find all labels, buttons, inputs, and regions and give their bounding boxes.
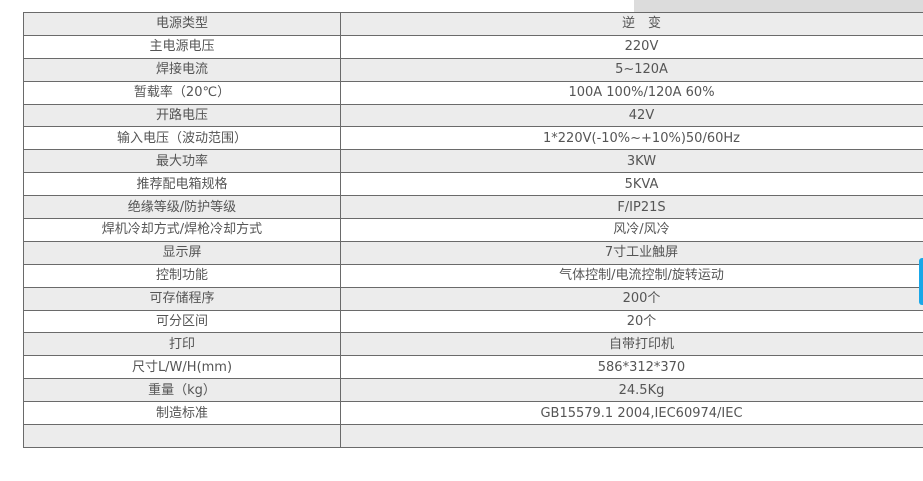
spec-label: 重量（kg）	[23, 378, 341, 403]
table-row: 可分区间 20个	[23, 309, 923, 334]
spec-label: 输入电压（波动范围）	[23, 126, 341, 151]
spec-value: 3KW	[340, 149, 923, 174]
spec-label: 焊机冷却方式/焊枪冷却方式	[23, 218, 341, 242]
spec-label: 显示屏	[23, 240, 341, 265]
table-row: 绝缘等级/防护等级 F/IP21S	[23, 195, 923, 220]
spec-value: GB15579.1 2004,IEC60974/IEC	[340, 401, 923, 426]
spec-value: 5KVA	[340, 172, 923, 197]
spec-label: 尺寸L/W/H(mm)	[23, 355, 341, 380]
table-row: 焊机冷却方式/焊枪冷却方式 风冷/风冷	[23, 218, 923, 242]
table-row: 开路电压 42V	[23, 103, 923, 128]
table-row: 焊接电流 5~120A	[23, 57, 923, 82]
spec-value	[340, 424, 923, 448]
table-row: 控制功能 气体控制/电流控制/旋转运动	[23, 263, 923, 288]
spec-value: 1*220V(-10%~+10%)50/60Hz	[340, 126, 923, 151]
side-tab-button[interactable]	[919, 258, 923, 305]
spec-label: 电源类型	[23, 12, 341, 36]
spec-label: 可分区间	[23, 309, 341, 334]
spec-value: 风冷/风冷	[340, 218, 923, 242]
spec-value: 100A 100%/120A 60%	[340, 80, 923, 105]
spec-label: 主电源电压	[23, 34, 341, 59]
table-row: 最大功率 3KW	[23, 149, 923, 174]
spec-value: 7寸工业触屏	[340, 240, 923, 265]
spec-value: 42V	[340, 103, 923, 128]
table-row: 制造标准 GB15579.1 2004,IEC60974/IEC	[23, 401, 923, 426]
table-row: 显示屏 7寸工业触屏	[23, 240, 923, 265]
spec-table: 电源类型逆 变主电源电压 220V 焊接电流 5~120A 暂载率（20℃） 100A 1…	[23, 12, 923, 448]
table-row: 尺寸L/W/H(mm) 586*312*370	[23, 355, 923, 380]
spec-label	[23, 424, 341, 448]
table-row: 电源类型逆 变	[23, 12, 923, 36]
spec-value: F/IP21S	[340, 195, 923, 220]
table-row: 推荐配电箱规格 5KVA	[23, 172, 923, 197]
spec-value: 220V	[340, 34, 923, 59]
table-row: 主电源电压 220V	[23, 34, 923, 59]
table-row: 可存储程序 200个	[23, 286, 923, 311]
spec-label: 打印	[23, 332, 341, 357]
spec-label: 可存储程序	[23, 286, 341, 311]
spec-label: 开路电压	[23, 103, 341, 128]
spec-label: 推荐配电箱规格	[23, 172, 341, 197]
spec-label: 制造标准	[23, 401, 341, 426]
spec-value: 586*312*370	[340, 355, 923, 380]
spec-value: 5~120A	[340, 57, 923, 82]
spec-value: 20个	[340, 309, 923, 334]
spec-value: 逆 变	[340, 12, 923, 36]
spec-label: 控制功能	[23, 263, 341, 288]
spec-value: 气体控制/电流控制/旋转运动	[340, 263, 923, 288]
spec-label: 焊接电流	[23, 57, 341, 82]
table-row: 重量（kg） 24.5Kg	[23, 378, 923, 403]
spec-value: 24.5Kg	[340, 378, 923, 403]
spec-value: 自带打印机	[340, 332, 923, 357]
table-row	[23, 424, 923, 448]
spec-label: 绝缘等级/防护等级	[23, 195, 341, 220]
top-gray-bar	[634, 0, 923, 13]
spec-value: 200个	[340, 286, 923, 311]
table-row: 打印 自带打印机	[23, 332, 923, 357]
spec-label: 最大功率	[23, 149, 341, 174]
spec-label: 暂载率（20℃）	[23, 80, 341, 105]
table-row: 输入电压（波动范围） 1*220V(-10%~+10%)50/60Hz	[23, 126, 923, 151]
table-row: 暂载率（20℃） 100A 100%/120A 60%	[23, 80, 923, 105]
